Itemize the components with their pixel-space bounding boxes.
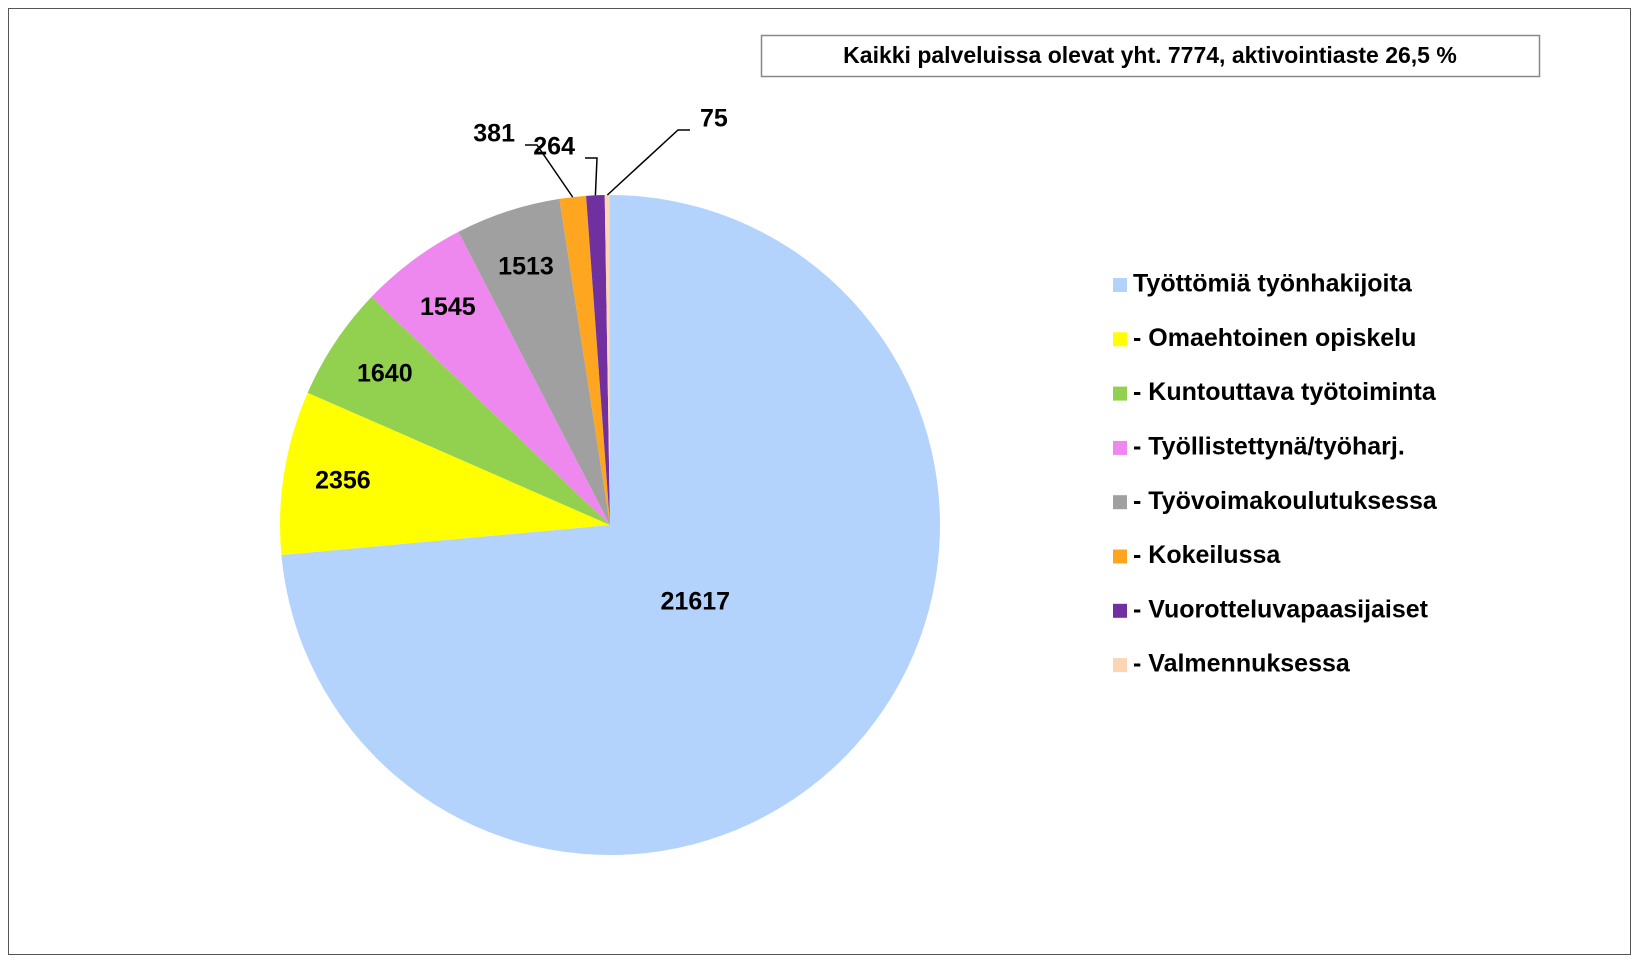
- legend-label: - Työvoimakoulutuksessa: [1133, 487, 1438, 515]
- legend-swatch: [1113, 332, 1127, 347]
- legend-label: - Omaehtoinen opiskelu: [1133, 324, 1416, 352]
- legend-label: - Kuntouttava työtoiminta: [1133, 378, 1437, 406]
- leader-line: [606, 129, 690, 196]
- data-label: 75: [700, 105, 728, 133]
- legend-label: - Työllistettynä/työharj.: [1133, 433, 1405, 461]
- data-label: 1545: [420, 293, 476, 321]
- pie-slice: [458, 198, 610, 525]
- pie-slice: [586, 195, 610, 525]
- pie-slice: [281, 195, 940, 855]
- annotation: Kaikki palveluissa olevat yht. 7774, akt…: [843, 42, 1457, 68]
- legend-swatch: [1113, 440, 1127, 455]
- data-label: 2356: [315, 466, 371, 494]
- legend-swatch: [1113, 603, 1127, 618]
- legend-label: - Vuorotteluvapaasijaiset: [1133, 595, 1429, 623]
- annotation-box: [760, 34, 1541, 78]
- legend-swatch: [1113, 278, 1127, 292]
- pie-slice: [559, 195, 610, 525]
- pie-slice: [604, 195, 610, 525]
- data-label: 1513: [498, 252, 554, 280]
- legend-swatch: [1113, 549, 1127, 564]
- data-label: 264: [533, 133, 575, 161]
- legend-label: - Valmennuksessa: [1133, 650, 1351, 678]
- legend-label: Työttömiä työnhakijoita: [1133, 270, 1413, 298]
- legend-label: - Kokeilussa: [1133, 541, 1281, 569]
- data-label: 381: [473, 120, 515, 148]
- data-label: 21617: [661, 587, 731, 615]
- pie-slice: [279, 392, 610, 556]
- pie-slice: [371, 231, 610, 525]
- legend-swatch: [1113, 386, 1127, 401]
- legend-swatch: [1113, 495, 1127, 510]
- chart-frame: [8, 8, 1631, 955]
- leader-line: [525, 144, 574, 198]
- legend-swatch: [1113, 658, 1127, 673]
- pie-slice: [307, 296, 610, 525]
- data-label: 1640: [357, 360, 413, 388]
- leader-line: [585, 157, 598, 196]
